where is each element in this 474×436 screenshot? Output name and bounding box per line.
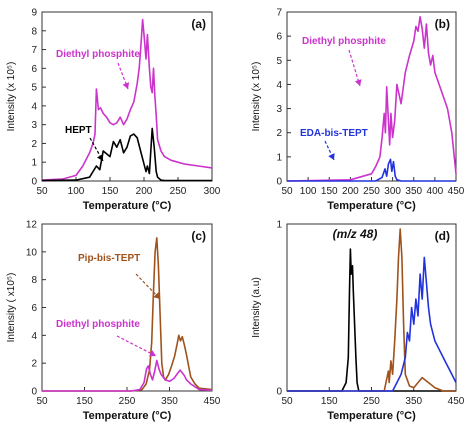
y-tick-label: 0 <box>276 387 282 398</box>
y-tick-label: 4 <box>31 331 37 342</box>
plot-frame <box>41 223 213 392</box>
panel-3: 0 2 4 6 8 10 12 50 150 250 350 450 Temperature (°C) I… <box>6 220 221 423</box>
y-tick-label: 1 <box>276 152 282 163</box>
panel-2: 0 1 2 3 4 5 6 7 50 100 150 200 250 300 350 400 450 Temper… <box>251 8 465 213</box>
y-tick-label: 1 <box>276 220 282 231</box>
annotation-label: Pip-bis-TEPT <box>78 253 140 264</box>
y-tick-label: 1 <box>31 158 37 169</box>
y-tick-label: 0 <box>31 177 37 188</box>
x-axis-label: Temperature (°C) <box>83 200 172 212</box>
panel-label: (b) <box>435 17 450 31</box>
x-tick-label: 100 <box>300 186 317 197</box>
x-tick-label: 150 <box>321 396 338 407</box>
x-tick-label: 150 <box>102 186 119 197</box>
arrow-head-icon <box>97 154 104 161</box>
y-tick-label: 10 <box>26 247 38 258</box>
arrow-head-icon <box>328 153 335 160</box>
y-tick-label: 5 <box>276 56 282 67</box>
x-tick-label: 150 <box>76 396 93 407</box>
series-line-diethyl-phosphite <box>286 15 457 182</box>
panel-label: (a) <box>191 17 206 31</box>
annotation-arrow <box>135 273 161 300</box>
series-line-diethyl-phosphite <box>42 359 213 392</box>
x-tick-label: 50 <box>281 186 293 197</box>
y-tick-label: 0 <box>31 387 37 398</box>
y-tick-label: 5 <box>31 83 37 94</box>
y-tick-label: 8 <box>31 275 37 286</box>
x-tick-label: 350 <box>405 186 422 197</box>
x-tick-label: 250 <box>119 396 136 407</box>
y-tick-label: 2 <box>31 359 37 370</box>
x-tick-label: 50 <box>281 396 293 407</box>
y-tick-label: 7 <box>31 45 37 56</box>
y-tick-label: 9 <box>31 8 37 19</box>
x-tick-label: 50 <box>36 396 48 407</box>
series-line-diethyl-phosphite <box>41 18 213 181</box>
panel-1: 0 1 2 3 4 5 6 7 8 9 50 100 150 200 250 300 Temperature (… <box>6 8 221 213</box>
y-tick-label: 4 <box>276 80 282 91</box>
y-axis-label: Intensity (x 10⁵) <box>6 62 17 132</box>
x-tick-label: 250 <box>363 186 380 197</box>
y-tick-label: 3 <box>276 104 282 115</box>
x-tick-label: 450 <box>204 396 221 407</box>
arrow-head-icon <box>354 79 362 86</box>
annotation-label: Diethyl phosphite <box>56 49 140 60</box>
x-tick-label: 300 <box>384 186 401 197</box>
annotation-label: Diethyl phosphite <box>56 319 140 330</box>
plot-frame <box>41 11 213 182</box>
arrow-head-icon <box>149 350 156 357</box>
x-axis-label: Temperature (°C) <box>327 200 416 212</box>
x-tick-label: 300 <box>204 186 221 197</box>
annotation-arrow <box>348 49 361 87</box>
series-line-hept <box>41 127 212 182</box>
y-axis-label: Intensity (a.u) <box>251 277 262 338</box>
y-tick-label: 3 <box>31 120 37 131</box>
y-tick-label: 7 <box>276 8 282 19</box>
arrow-head-icon <box>122 82 130 89</box>
annotation-label: Diethyl phosphite <box>302 36 386 47</box>
y-tick-label: 0 <box>276 177 282 188</box>
y-axis-label: Intensity ( x10⁵) <box>6 273 17 343</box>
x-tick-label: 200 <box>342 186 359 197</box>
annotation-arrow <box>116 335 157 357</box>
y-tick-label: 8 <box>31 26 37 37</box>
series-line-series-2 <box>287 228 456 392</box>
annotation-label: HEPT <box>65 125 92 136</box>
x-tick-label: 250 <box>170 186 187 197</box>
y-axis-label: Intensity (x 10⁵) <box>251 62 262 132</box>
x-axis-label: Temperature (°C) <box>327 410 416 422</box>
y-tick-label: 2 <box>276 128 282 139</box>
x-tick-label: 350 <box>405 396 422 407</box>
x-axis-label: Temperature (°C) <box>83 410 172 422</box>
series-line-series-1 <box>287 248 456 392</box>
plot-frame <box>286 223 457 392</box>
mz-annotation: (m/z 48) <box>333 227 378 241</box>
x-tick-label: 100 <box>68 186 85 197</box>
x-tick-label: 50 <box>36 186 48 197</box>
x-tick-label: 150 <box>321 186 338 197</box>
x-tick-label: 350 <box>161 396 178 407</box>
x-tick-label: 200 <box>136 186 153 197</box>
panel-label: (c) <box>191 229 206 243</box>
x-tick-label: 450 <box>448 396 465 407</box>
panel-label: (d) <box>435 229 450 243</box>
y-tick-label: 2 <box>31 139 37 150</box>
y-tick-label: 4 <box>31 101 37 112</box>
series-line-eda-bis-tept <box>287 158 456 182</box>
x-tick-label: 250 <box>363 396 380 407</box>
y-tick-label: 6 <box>31 303 37 314</box>
series-line-series-3 <box>287 256 457 392</box>
x-tick-label: 450 <box>448 186 465 197</box>
y-tick-label: 6 <box>31 64 37 75</box>
x-tick-label: 400 <box>427 186 444 197</box>
y-tick-label: 6 <box>276 32 282 43</box>
arrow-head-icon <box>153 292 160 299</box>
y-tick-label: 12 <box>26 220 38 231</box>
annotation-label: EDA-bis-TEPT <box>300 128 368 139</box>
